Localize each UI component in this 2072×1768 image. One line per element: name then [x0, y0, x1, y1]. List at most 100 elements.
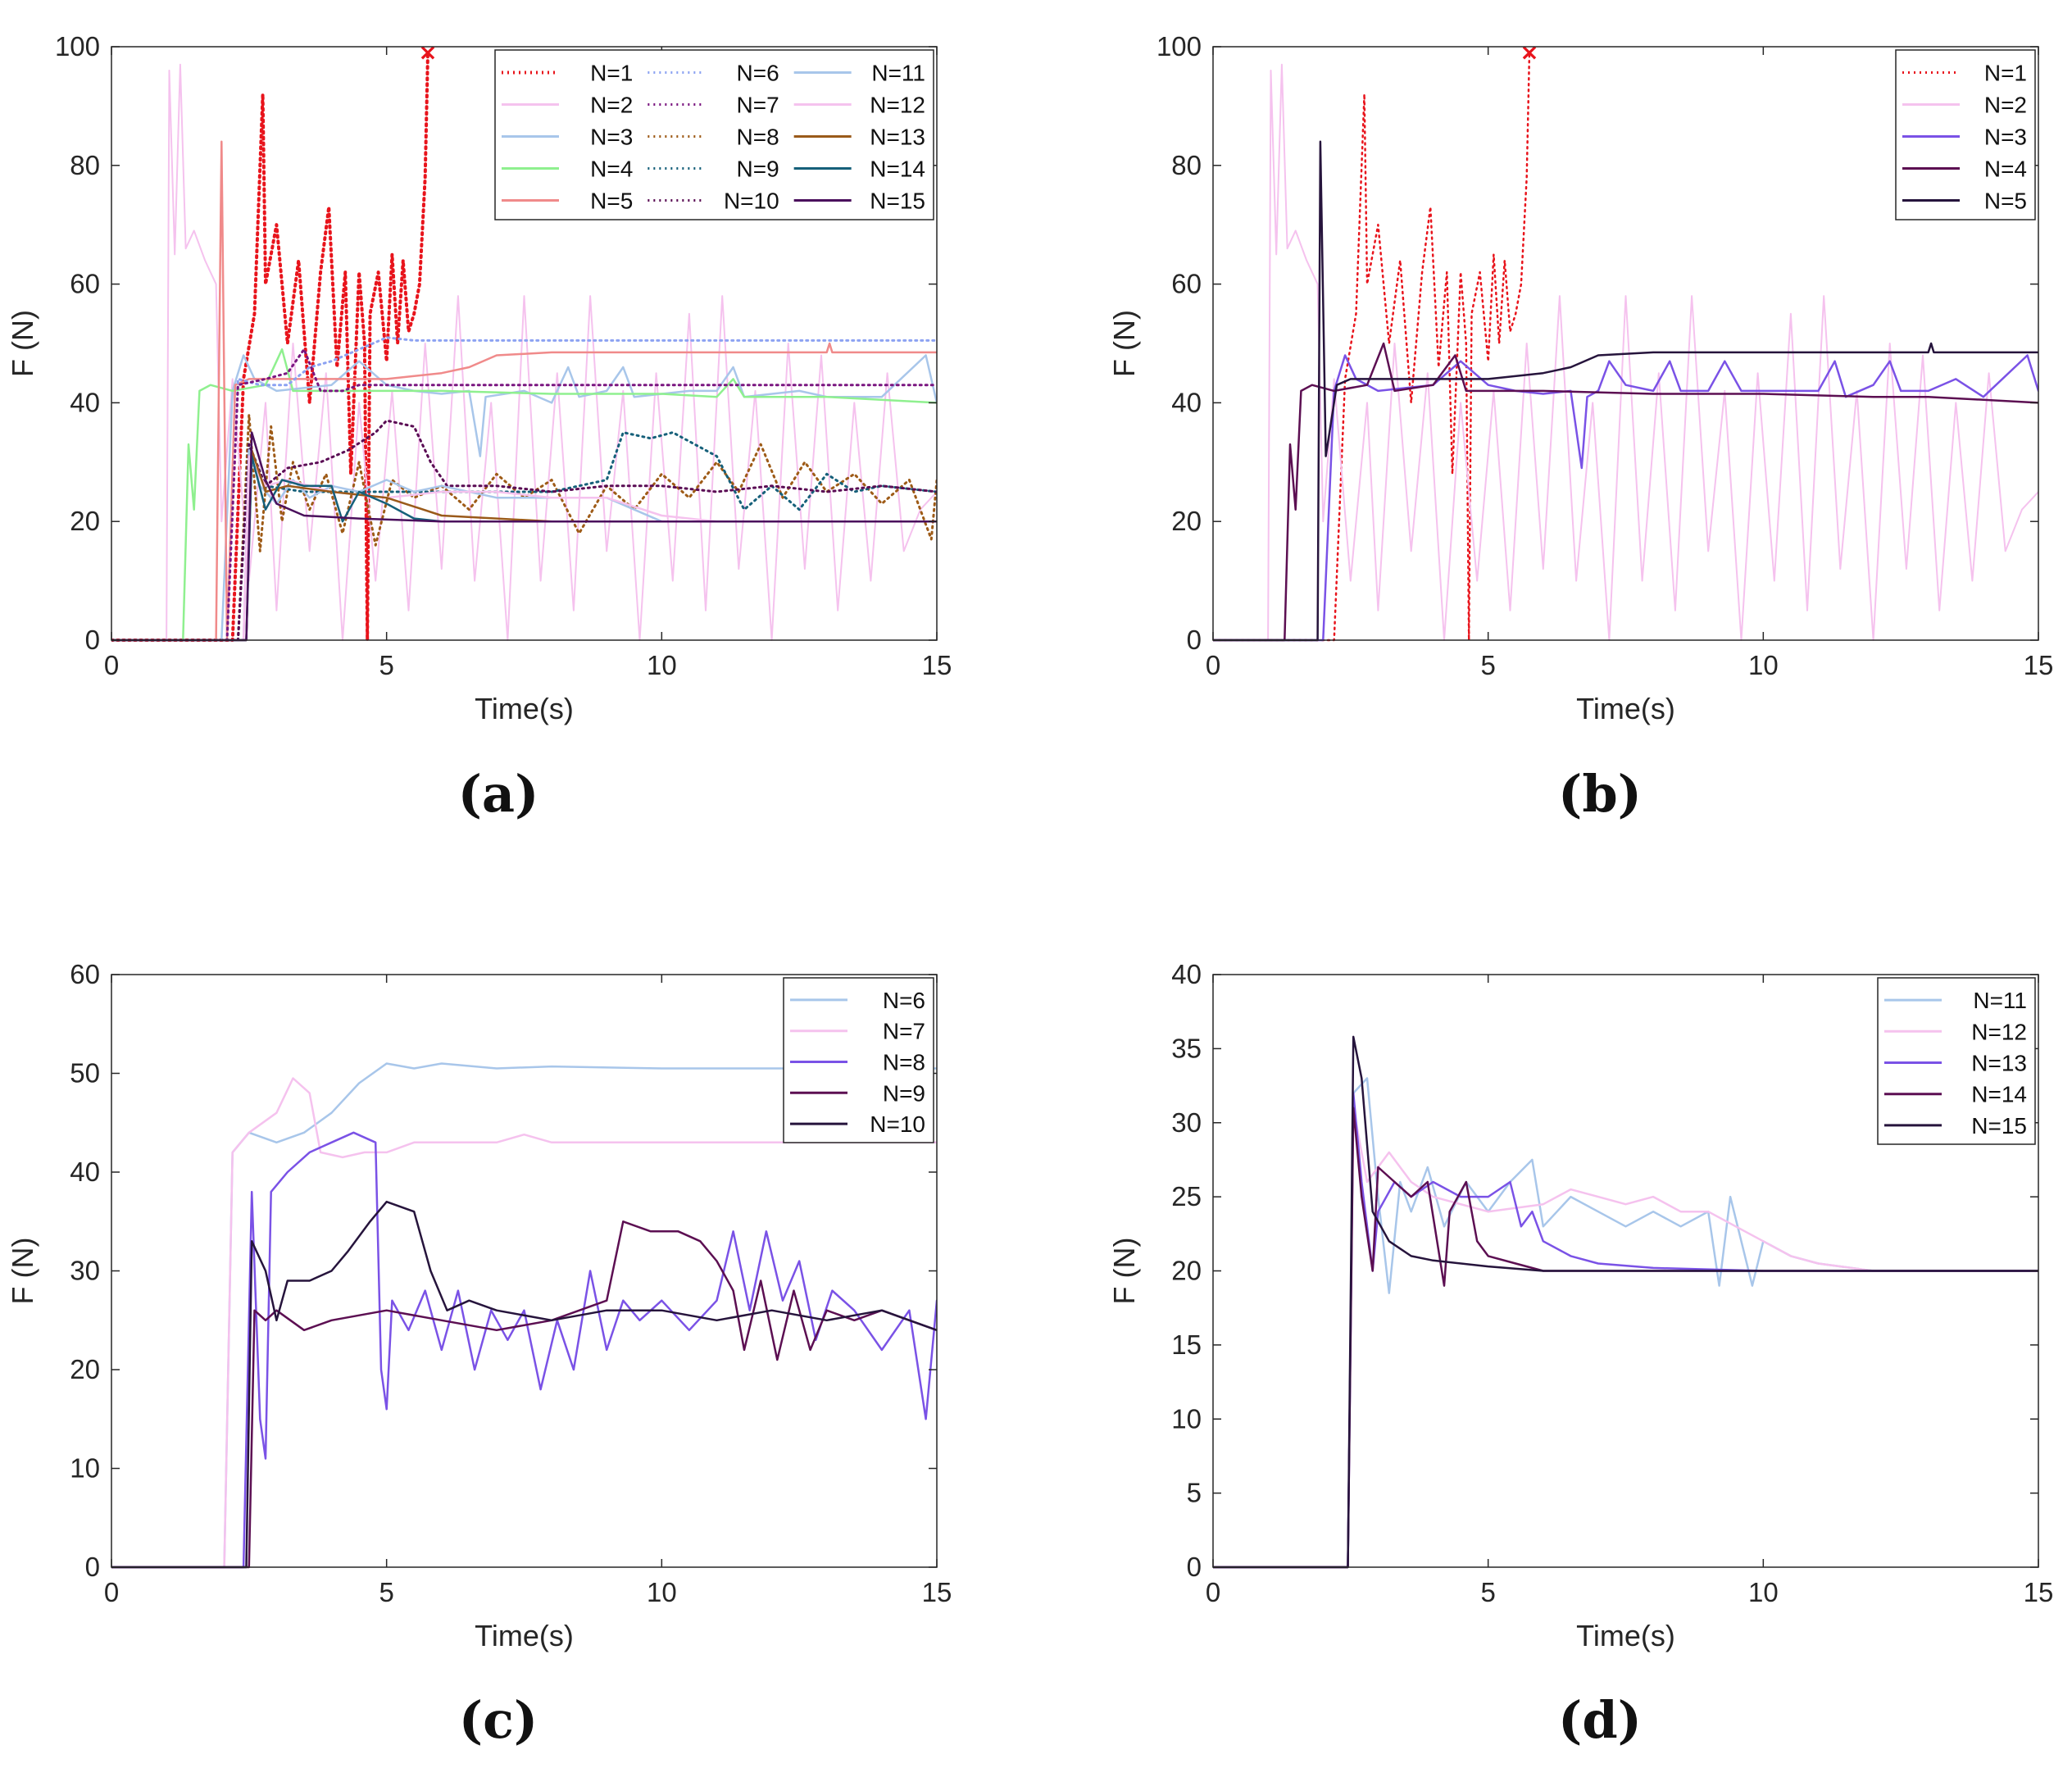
y-axis-label: F (N)	[1107, 1238, 1141, 1305]
panel-label: (d)	[1558, 1690, 1642, 1750]
panel-b: × 0 5 10 15 0 20 40 60 80 100 Time(s) F (N) (b) N=1 N=2…	[1107, 31, 2053, 824]
x-tick-label: 10	[1748, 1577, 1779, 1607]
legend-item: N=4	[502, 157, 633, 182]
series-line-n-11	[1213, 1077, 2038, 1569]
x-tick-label: 0	[104, 1577, 119, 1607]
x-axis-label: Time(s)	[475, 1619, 574, 1652]
legend-label: N=15	[870, 189, 925, 214]
legend-item: N=14	[1884, 1082, 2027, 1107]
legend-label: N=11	[871, 61, 925, 86]
y-tick-label: 20	[1171, 1256, 1202, 1286]
legend-label: N=4	[1984, 157, 2027, 182]
x-axis-label: Time(s)	[1576, 692, 1675, 725]
series-group	[1213, 51, 2038, 642]
x-tick-label: 0	[1206, 1577, 1220, 1607]
legend-item: N=15	[793, 189, 925, 214]
y-tick-label: 0	[85, 1552, 100, 1582]
legend-item: N=8	[790, 1050, 925, 1075]
series-line-n-7	[111, 348, 937, 642]
legend-item: N=13	[793, 125, 925, 150]
panel-c: 0 5 10 15 0 10 20 30 40 50 60 Time(s) F (N) (c) N=6 N=7…	[6, 959, 952, 1750]
legend-label: N=10	[870, 1111, 925, 1137]
legend-item: N=3	[502, 125, 633, 150]
series-line-n-14	[1213, 1107, 2038, 1569]
series-line-n-7	[111, 1077, 937, 1569]
legend-item: N=14	[793, 157, 925, 182]
x-tick-label: 5	[379, 650, 393, 680]
legend-item: N=12	[793, 93, 925, 118]
legend-label: N=9	[737, 157, 779, 182]
series-line-n-6	[111, 336, 937, 642]
series-line-n-4	[111, 348, 937, 642]
y-tick-label: 60	[70, 959, 100, 989]
y-tick-label: 80	[70, 150, 100, 180]
x-tick-label: 10	[647, 1577, 677, 1607]
legend-label: N=5	[1984, 189, 2027, 214]
series-line-n-15	[1213, 1035, 2038, 1569]
x-tick-label: 10	[1748, 650, 1779, 680]
legend-box	[494, 49, 934, 220]
legend-item: N=4	[1902, 157, 2027, 182]
series-end-marker: ×	[1520, 39, 1538, 66]
legend-label: N=10	[724, 189, 779, 214]
legend-label: N=13	[1971, 1051, 2027, 1076]
legend-item: N=3	[1902, 125, 2027, 150]
y-tick-label: 0	[85, 625, 100, 655]
legend: N=11 N=12 N=13 N=14 N=15	[1877, 977, 2036, 1145]
panel-d: 0 5 10 15 0 5 10 15 20 25 30 35 40 Time(s) F (N) (d) N=1…	[1107, 959, 2053, 1750]
axes-frame	[111, 46, 938, 641]
legend-label: N=3	[590, 125, 633, 150]
legend-item: N=8	[648, 125, 779, 150]
legend-label: N=2	[1984, 93, 2027, 118]
series-line-n-9	[111, 1220, 937, 1569]
y-axis-label: F (N)	[1107, 310, 1141, 377]
x-tick-label: 0	[104, 650, 119, 680]
y-tick-label: 40	[70, 387, 100, 417]
series-line-n-2	[1213, 63, 2038, 641]
y-tick-label: 40	[1171, 387, 1202, 417]
y-tick-label: 40	[1171, 959, 1202, 989]
y-tick-label: 20	[70, 1354, 100, 1384]
x-axis-label: Time(s)	[475, 692, 574, 725]
legend-item: N=6	[648, 61, 779, 86]
panel-label: (b)	[1558, 764, 1642, 824]
legend-label: N=5	[590, 189, 633, 214]
legend-label: N=13	[870, 125, 925, 150]
y-tick-label: 0	[1187, 1552, 1202, 1582]
y-tick-label: 0	[1187, 625, 1202, 655]
legend-item: N=1	[502, 61, 633, 86]
legend-label: N=1	[1984, 61, 2027, 86]
legend-box	[1877, 977, 2036, 1145]
y-tick-label: 100	[55, 31, 100, 61]
series-line-n-10	[111, 419, 937, 642]
legend-label: N=8	[737, 125, 779, 150]
legend-item: N=11	[793, 61, 925, 86]
y-tick-label: 20	[1171, 506, 1202, 536]
legend-item: N=2	[1902, 93, 2027, 118]
legend-label: N=7	[737, 93, 779, 118]
legend-item: N=10	[790, 1111, 925, 1137]
legend-item: N=15	[1884, 1113, 2027, 1139]
series-line-n-4	[1213, 342, 2038, 642]
legend-label: N=6	[737, 61, 779, 86]
legend-item: N=6	[790, 988, 925, 1013]
legend-label: N=9	[883, 1080, 925, 1106]
panel-label: (a)	[458, 764, 539, 824]
x-tick-label: 10	[647, 650, 677, 680]
y-tick-label: 20	[70, 506, 100, 536]
legend-label: N=7	[883, 1019, 925, 1044]
legend-item: N=13	[1884, 1051, 2027, 1076]
y-tick-label: 35	[1171, 1033, 1202, 1063]
legend-label: N=11	[1973, 988, 2027, 1013]
series-group	[1213, 1035, 2038, 1569]
legend: N=1 N=2 N=3 N=4 N=5	[1895, 49, 2036, 220]
legend-item: N=9	[790, 1080, 925, 1106]
y-tick-label: 60	[70, 269, 100, 299]
panel-label: (c)	[459, 1690, 538, 1750]
legend-label: N=1	[590, 61, 633, 86]
legend-item: N=10	[648, 189, 779, 214]
series-line-n-8	[111, 1131, 937, 1569]
series-group	[111, 1062, 937, 1569]
legend-label: N=8	[883, 1050, 925, 1075]
